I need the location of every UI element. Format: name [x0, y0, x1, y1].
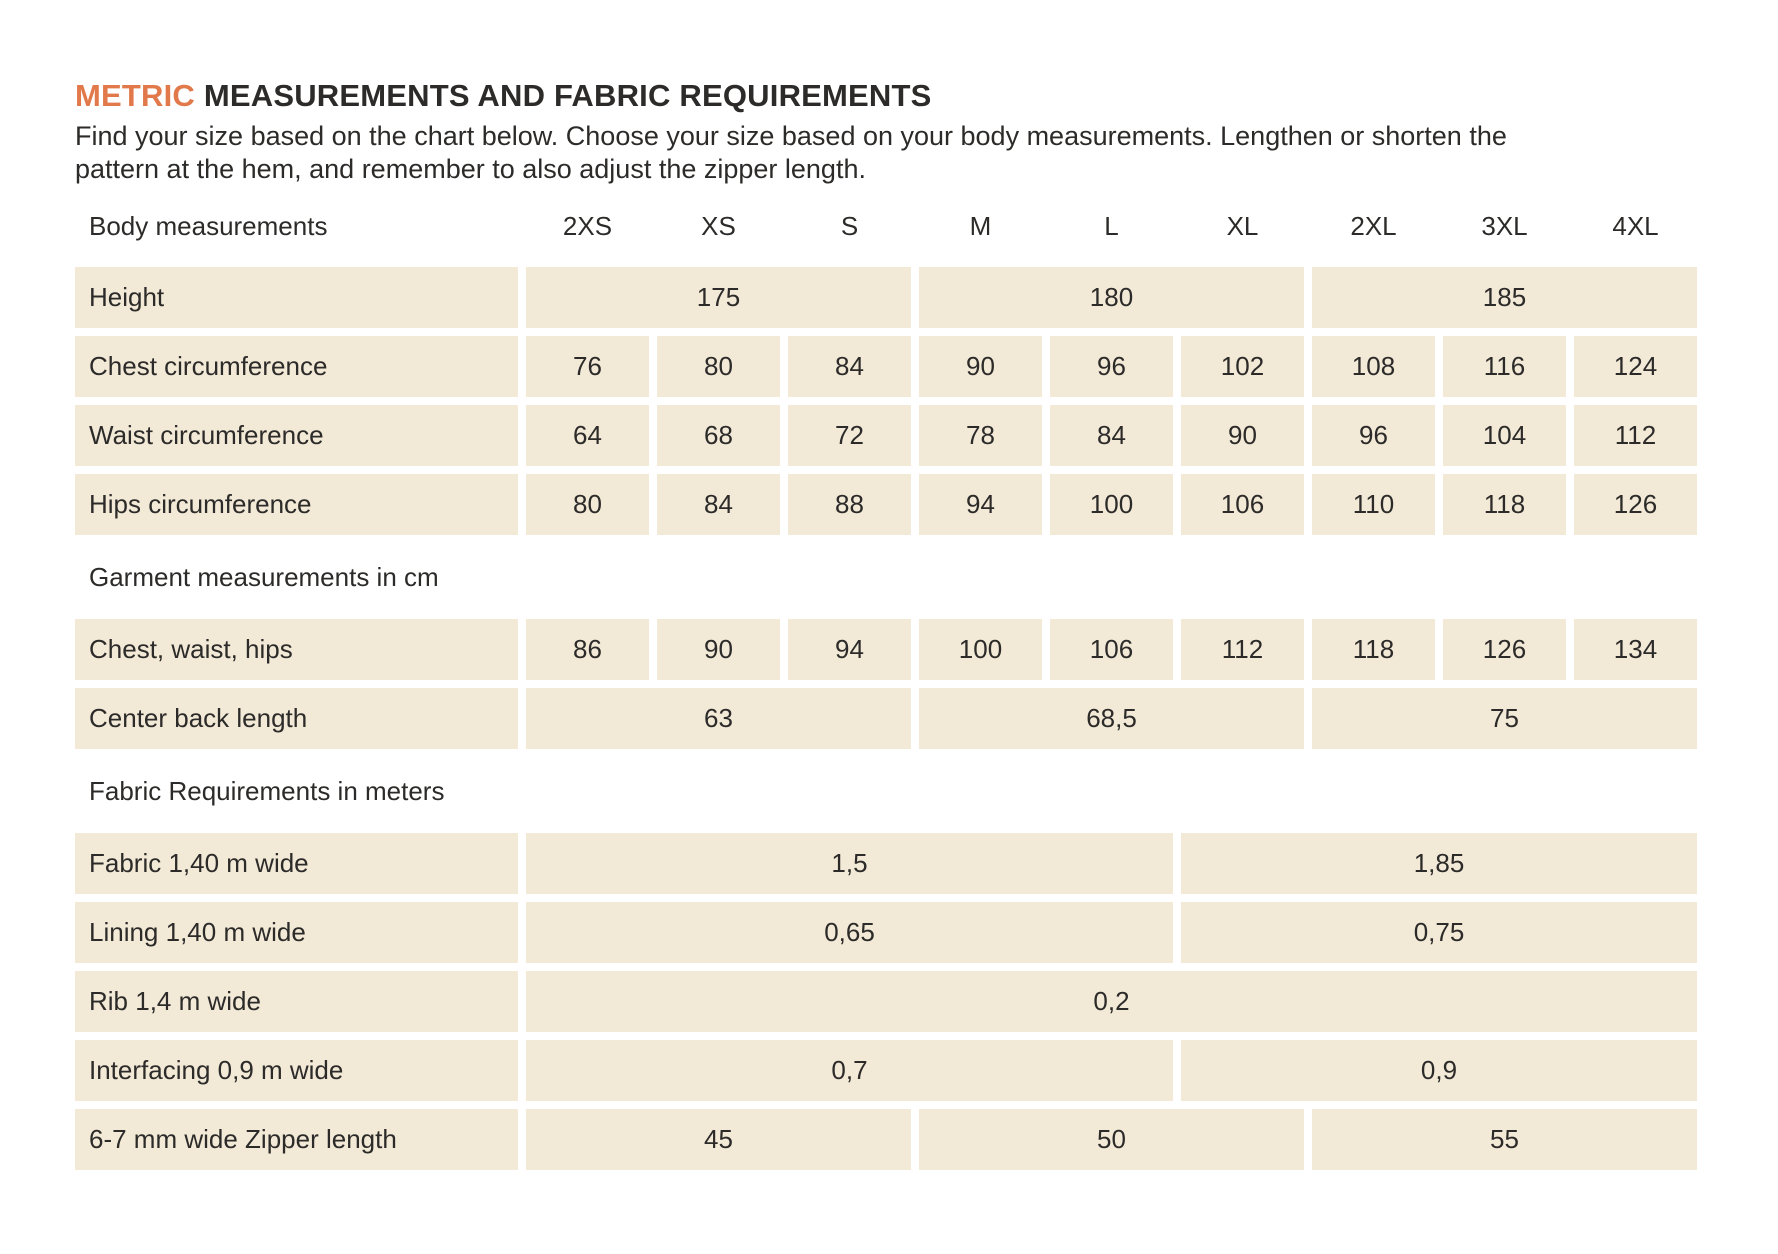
row-label: Center back length: [75, 688, 518, 749]
table-cell: 104: [1443, 405, 1566, 466]
table-cell: 63: [526, 688, 911, 749]
table-cell: 75: [1312, 688, 1697, 749]
row-label: Interfacing 0,9 m wide: [75, 1040, 518, 1101]
table-cell: 112: [1574, 405, 1697, 466]
table-cell: 68: [657, 405, 780, 466]
size-column-header: S: [840, 211, 859, 241]
row-label: Height: [75, 267, 518, 328]
table-cell: 1,5: [526, 833, 1173, 894]
table-cell: 124: [1574, 336, 1697, 397]
table-row: Waist circumference 64 68 72 78 84 90 96 104 112: [75, 405, 1697, 466]
table-cell: 84: [657, 474, 780, 535]
table-cell: 80: [526, 474, 649, 535]
table-cell: 1,85: [1181, 833, 1697, 894]
table-row: Fabric 1,40 m wide 1,5 1,85: [75, 833, 1697, 894]
size-column-header: 2XS: [562, 211, 613, 241]
table-cell: 90: [1181, 405, 1304, 466]
table-cell: 108: [1312, 336, 1435, 397]
intro-text: Find your size based on the chart below.…: [75, 120, 1738, 186]
section-title: Garment measurements in cm: [89, 561, 439, 592]
table-row: Rib 1,4 m wide 0,2: [75, 971, 1697, 1032]
table-cell: 0,2: [526, 971, 1697, 1032]
page-title-rest: MEASUREMENTS AND FABRIC REQUIREMENTS: [195, 78, 932, 113]
page-title-accent: METRIC: [75, 78, 196, 113]
table-cell: 55: [1312, 1109, 1697, 1170]
size-table: Body measurements 2XS XS S M L XL 2XL 3XL 4XL Heig…: [75, 202, 1697, 1170]
table-cell: 118: [1312, 619, 1435, 680]
table-cell: 118: [1443, 474, 1566, 535]
row-label: Chest circumference: [75, 336, 518, 397]
table-cell: 185: [1312, 267, 1697, 328]
table-cell: 96: [1050, 336, 1173, 397]
table-cell: 100: [1050, 474, 1173, 535]
table-cell: 126: [1443, 619, 1566, 680]
table-row: Chest, waist, hips 86 90 94 100 106 112 118 126 1…: [75, 619, 1697, 680]
page-title: METRIC MEASUREMENTS AND FABRIC REQUIREME…: [75, 78, 1738, 114]
table-cell: 84: [788, 336, 911, 397]
size-column-header: XS: [701, 211, 736, 241]
size-column-header: M: [969, 211, 992, 241]
table-row: Lining 1,40 m wide 0,65 0,75: [75, 902, 1697, 963]
table-cell: 90: [657, 619, 780, 680]
intro-line-2: pattern at the hem, and remember to also…: [75, 154, 866, 184]
table-cell: 64: [526, 405, 649, 466]
table-cell: 88: [788, 474, 911, 535]
row-label: 6-7 mm wide Zipper length: [75, 1109, 518, 1170]
table-cell: 116: [1443, 336, 1566, 397]
table-cell: 72: [788, 405, 911, 466]
page: METRIC MEASUREMENTS AND FABRIC REQUIREME…: [75, 78, 1738, 1170]
table-cell: 112: [1181, 619, 1304, 680]
table-cell: 100: [919, 619, 1042, 680]
intro-line-1: Find your size based on the chart below.…: [75, 121, 1507, 151]
table-cell: 84: [1050, 405, 1173, 466]
table-cell: 94: [788, 619, 911, 680]
column-header-label: Body measurements: [89, 211, 328, 241]
table-cell: 50: [919, 1109, 1304, 1170]
table-cell: 76: [526, 336, 649, 397]
table-row: Chest circumference 76 80 84 90 96 102 108 116 12…: [75, 336, 1697, 397]
table-header-row: Body measurements 2XS XS S M L XL 2XL 3XL 4XL: [75, 202, 1697, 242]
table-cell: 80: [657, 336, 780, 397]
row-label: Lining 1,40 m wide: [75, 902, 518, 963]
row-label: Rib 1,4 m wide: [75, 971, 518, 1032]
table-cell: 45: [526, 1109, 911, 1170]
table-cell: 134: [1574, 619, 1697, 680]
table-cell: 180: [919, 267, 1304, 328]
size-column-header: 3XL: [1481, 211, 1528, 241]
table-cell: 126: [1574, 474, 1697, 535]
table-cell: 90: [919, 336, 1042, 397]
table-row: 6-7 mm wide Zipper length 45 50 55: [75, 1109, 1697, 1170]
table-cell: 106: [1050, 619, 1173, 680]
table-row: Hips circumference 80 84 88 94 100 106 110 118 12…: [75, 474, 1697, 535]
row-label: Chest, waist, hips: [75, 619, 518, 680]
section-title: Fabric Requirements in meters: [89, 775, 445, 806]
table-cell: 175: [526, 267, 911, 328]
table-cell: 96: [1312, 405, 1435, 466]
table-cell: 102: [1181, 336, 1304, 397]
table-cell: 106: [1181, 474, 1304, 535]
table-cell: 94: [919, 474, 1042, 535]
table-cell: 0,65: [526, 902, 1173, 963]
table-cell: 86: [526, 619, 649, 680]
table-cell: 78: [919, 405, 1042, 466]
table-row: Interfacing 0,9 m wide 0,7 0,9: [75, 1040, 1697, 1101]
table-cell: 0,75: [1181, 902, 1697, 963]
table-cell: 68,5: [919, 688, 1304, 749]
size-column-header: L: [1104, 211, 1119, 241]
table-row: Center back length 63 68,5 75: [75, 688, 1697, 749]
row-label: Waist circumference: [75, 405, 518, 466]
size-column-header: 2XL: [1350, 211, 1397, 241]
table-cell: 0,7: [526, 1040, 1173, 1101]
table-row: Height 175 180 185: [75, 267, 1697, 328]
size-column-header: 4XL: [1612, 211, 1659, 241]
row-label: Hips circumference: [75, 474, 518, 535]
size-column-header: XL: [1226, 211, 1259, 241]
row-label: Fabric 1,40 m wide: [75, 833, 518, 894]
table-cell: 0,9: [1181, 1040, 1697, 1101]
table-cell: 110: [1312, 474, 1435, 535]
